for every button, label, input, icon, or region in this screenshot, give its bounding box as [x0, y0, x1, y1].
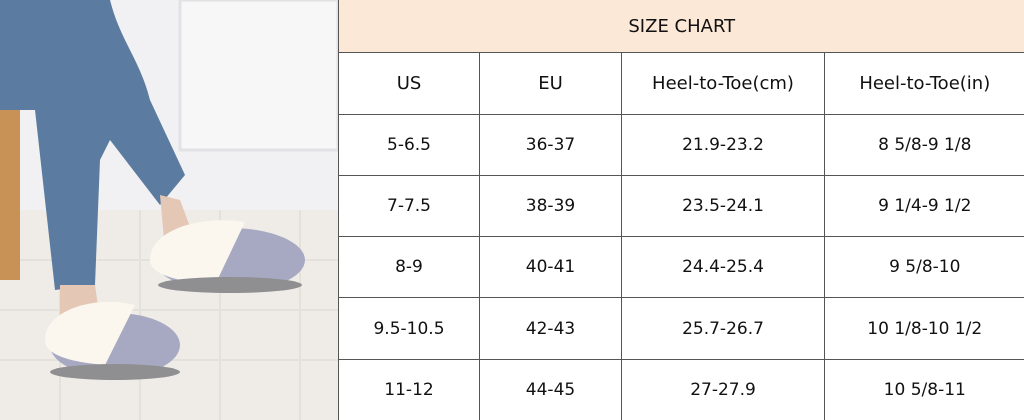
cell-in: 9 1/4-9 1/2: [823, 174, 1024, 238]
cell-eu: 42-43: [479, 297, 622, 360]
column-header-cm: Heel-to-Toe(cm): [621, 52, 825, 115]
product-photo: [0, 0, 338, 420]
cell-in: 10 5/8-11: [823, 358, 1024, 420]
column-header-eu: EU: [479, 52, 622, 115]
cell-eu: 36-37: [479, 113, 622, 176]
header-row: US EU Heel-to-Toe(cm) Heel-to-Toe(in): [338, 52, 1024, 115]
column-header-us: US: [338, 52, 480, 115]
cell-us: 5-6.5: [338, 113, 480, 176]
cell-cm: 27-27.9: [621, 358, 825, 420]
column-header-in: Heel-to-Toe(in): [823, 52, 1024, 115]
cell-us: 8-9: [338, 236, 480, 299]
cell-us: 7-7.5: [338, 174, 480, 238]
table-row: 5-6.5 36-37 21.9-23.2 8 5/8-9 1/8: [338, 113, 1024, 176]
cell-eu: 38-39: [479, 174, 622, 238]
cell-in: 8 5/8-9 1/8: [823, 113, 1024, 176]
table-row: 9.5-10.5 42-43 25.7-26.7 10 1/8-10 1/2: [338, 297, 1024, 360]
size-chart-table: SIZE CHART US EU Heel-to-Toe(cm) Heel-to…: [337, 0, 1024, 420]
cell-cm: 23.5-24.1: [621, 174, 825, 238]
cell-in: 10 1/8-10 1/2: [823, 297, 1024, 360]
table-row: 8-9 40-41 24.4-25.4 9 5/8-10: [338, 236, 1024, 299]
table-row: 7-7.5 38-39 23.5-24.1 9 1/4-9 1/2: [338, 174, 1024, 238]
cell-eu: 44-45: [479, 358, 622, 420]
cell-us: 11-12: [338, 358, 480, 420]
cell-cm: 25.7-26.7: [621, 297, 825, 360]
table-row: 11-12 44-45 27-27.9 10 5/8-11: [338, 358, 1024, 420]
cell-cm: 24.4-25.4: [621, 236, 825, 299]
cell-cm: 21.9-23.2: [621, 113, 825, 176]
size-chart-title: SIZE CHART: [337, 0, 1024, 54]
cell-in: 9 5/8-10: [823, 236, 1024, 299]
cell-eu: 40-41: [479, 236, 622, 299]
cell-us: 9.5-10.5: [338, 297, 480, 360]
